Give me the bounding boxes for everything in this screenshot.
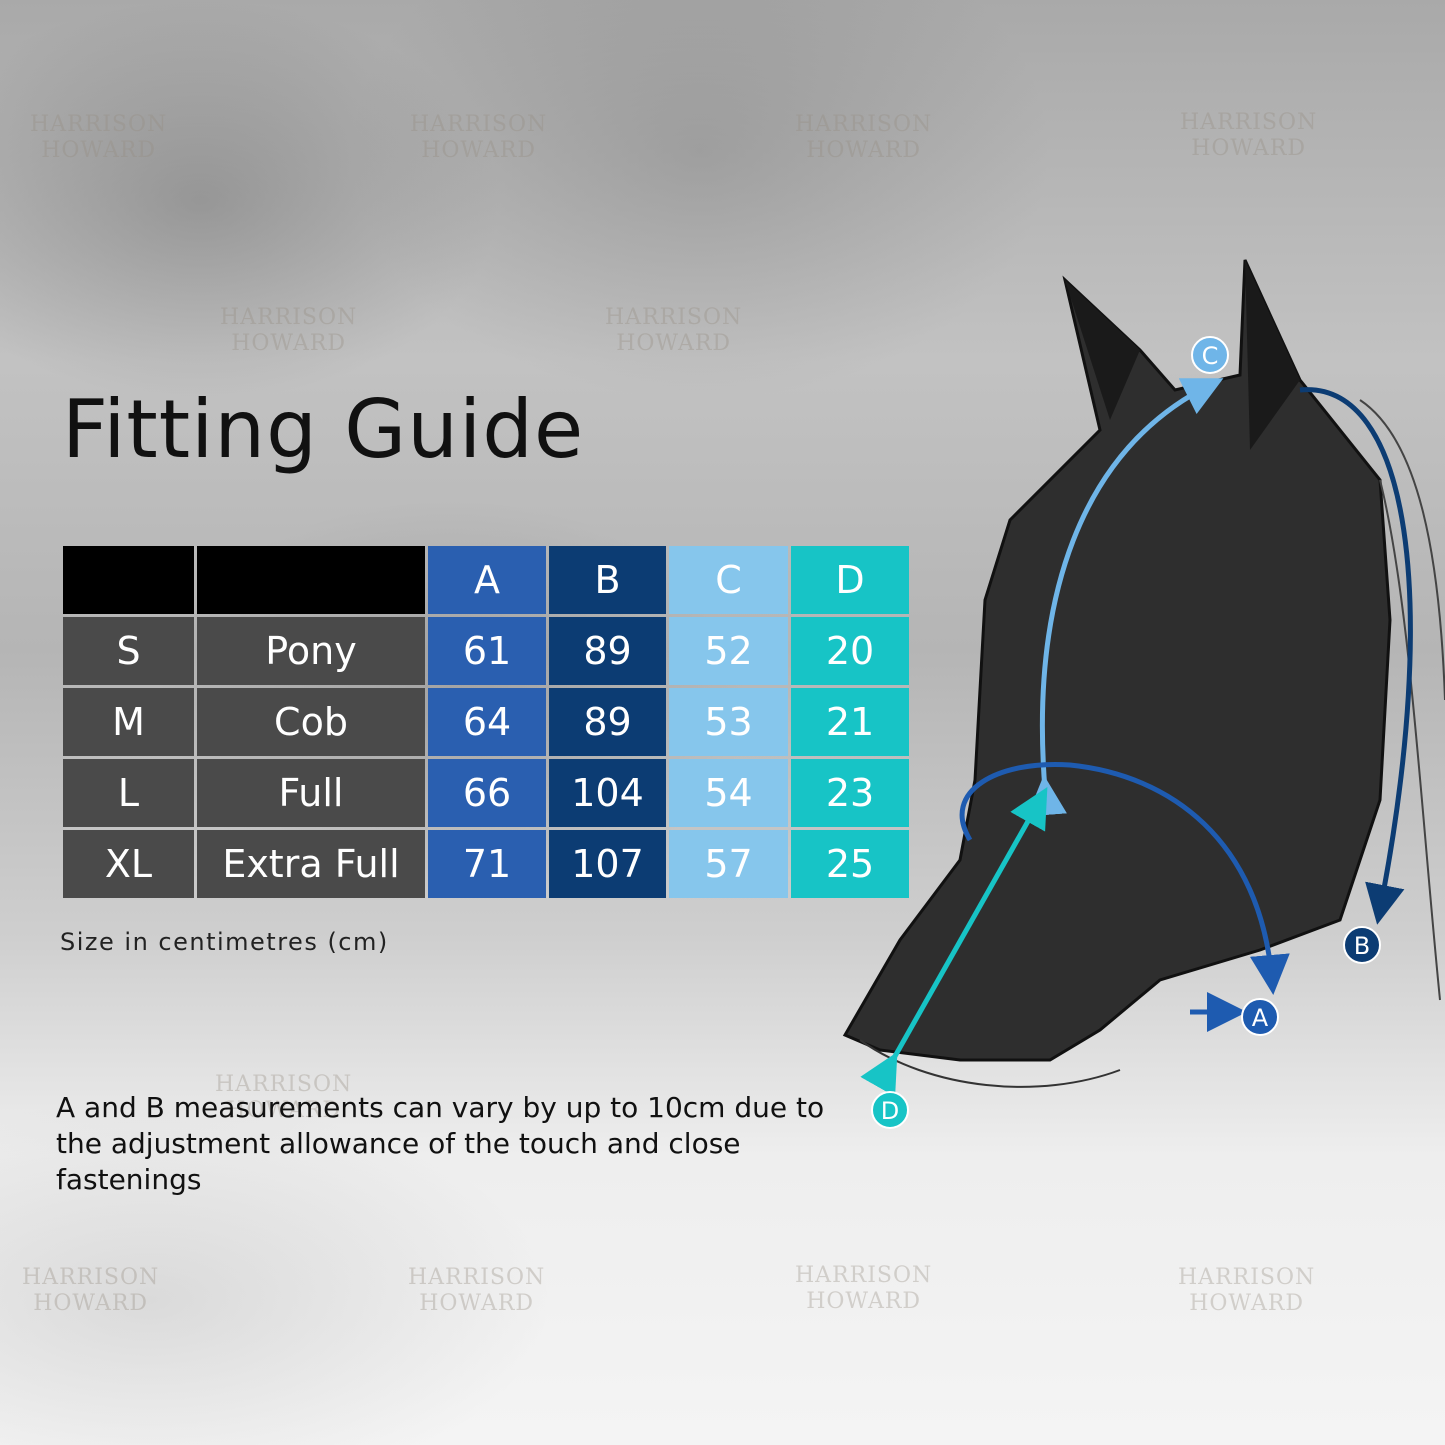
cell-name: Cob [197,688,425,756]
cell-a: 71 [428,830,546,898]
label-c-badge: C [1191,336,1229,374]
table-header-row: A B C D [63,546,909,614]
horse-head-icon [842,259,1445,1088]
page-title: Fitting Guide [62,383,585,476]
watermark: HARRISON HOWARD [795,112,933,163]
watermark: HARRISON HOWARD [605,305,743,356]
cell-size: S [63,617,194,685]
measure-a-arrow [959,761,1290,995]
svg-text:D: D [881,1097,899,1125]
cell-name: Pony [197,617,425,685]
measure-b-arrow [1299,387,1413,925]
watermark: HARRISON HOWARD [408,1265,546,1316]
table-row: M Cob 64 89 53 21 [63,688,909,756]
cell-c: 52 [669,617,788,685]
cell-a: 61 [428,617,546,685]
header-size [63,546,194,614]
watermark: HARRISON HOWARD [410,112,548,163]
svg-text:C: C [1202,342,1219,370]
measure-d-arrow [860,786,1048,1097]
header-c: C [669,546,788,614]
cell-c: 54 [669,759,788,827]
cell-name: Extra Full [197,830,425,898]
measure-c-arrow [1027,378,1224,817]
cell-b: 89 [549,617,666,685]
cell-size: L [63,759,194,827]
cell-c: 53 [669,688,788,756]
cell-a: 64 [428,688,546,756]
header-name [197,546,425,614]
header-d: D [791,546,909,614]
watermark: HARRISON HOWARD [1180,110,1318,161]
watermark: HARRISON HOWARD [22,1265,160,1316]
cell-d: 21 [791,688,909,756]
cell-size: M [63,688,194,756]
svg-text:A: A [1252,1004,1269,1032]
header-a: A [428,546,546,614]
cell-size: XL [63,830,194,898]
cell-b: 104 [549,759,666,827]
cell-b: 107 [549,830,666,898]
label-a-badge: A [1241,998,1279,1036]
size-table: A B C D S Pony 61 89 52 20 M Cob 64 89 5… [60,543,912,901]
cell-d: 20 [791,617,909,685]
watermark: HARRISON HOWARD [1178,1265,1316,1316]
watermark: HARRISON HOWARD [30,112,168,163]
watermark: HARRISON HOWARD [215,1072,353,1123]
watermark: HARRISON HOWARD [795,1263,933,1314]
cell-c: 57 [669,830,788,898]
label-d-badge: D [871,1091,909,1129]
label-b-badge: B [1343,926,1381,964]
svg-text:B: B [1354,932,1370,960]
unit-note: Size in centimetres (cm) [60,928,389,956]
header-b: B [549,546,666,614]
cell-b: 89 [549,688,666,756]
watermark: HARRISON HOWARD [220,305,358,356]
cell-name: Full [197,759,425,827]
cell-a: 66 [428,759,546,827]
disclaimer: A and B measurements can vary by up to 1… [56,1091,825,1196]
table-row: S Pony 61 89 52 20 [63,617,909,685]
